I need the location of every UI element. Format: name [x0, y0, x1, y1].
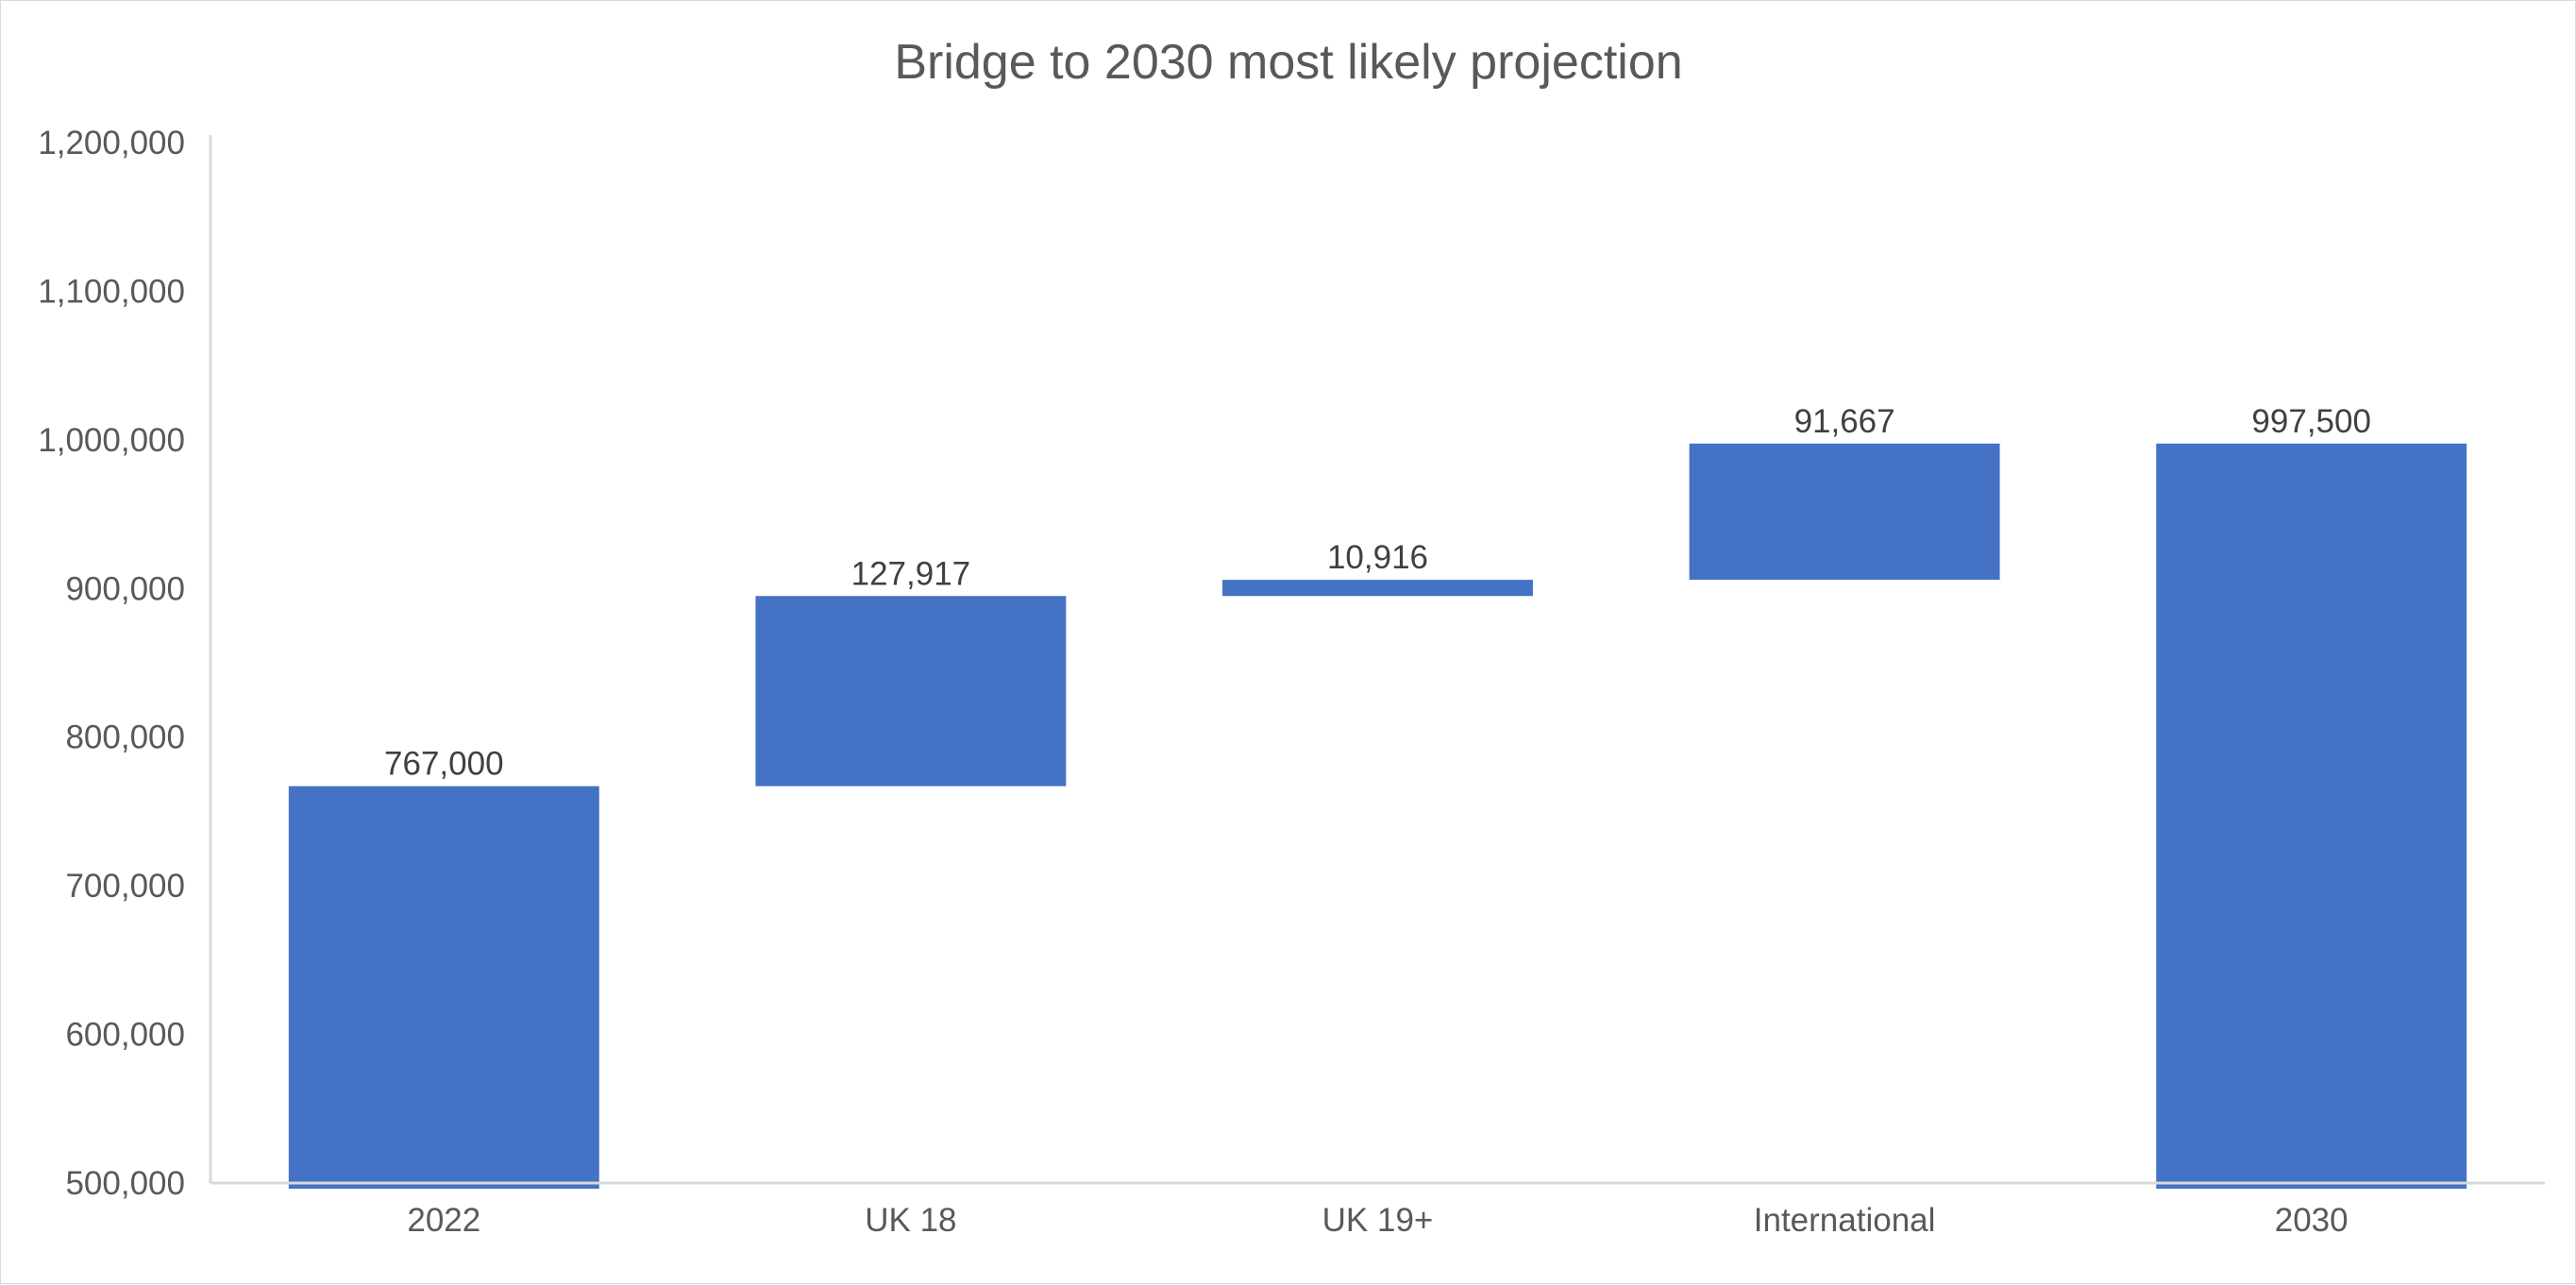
- y-axis: 500,000 600,000 700,000 800,000 900,000 1,000…: [38, 125, 212, 1202]
- y-tick-label: 1,000,000: [38, 422, 185, 459]
- bar-uk-18: [755, 596, 1067, 786]
- x-axis: 2022 UK 18 UK 19+ International 2030: [210, 1181, 2545, 1239]
- bar-2030: [2156, 443, 2467, 1189]
- x-tick-label: International: [1754, 1202, 1936, 1239]
- y-tick-label: 600,000: [65, 1017, 185, 1054]
- y-tick-label: 800,000: [65, 719, 185, 756]
- bar-2022: [288, 786, 599, 1189]
- bars: [288, 443, 2467, 1189]
- data-label: 997,500: [2251, 403, 2371, 440]
- x-tick-label: 2022: [407, 1202, 480, 1239]
- y-tick-label: 500,000: [65, 1165, 185, 1202]
- data-labels: 767,000 127,917 10,916 91,667 997,500: [384, 403, 2371, 783]
- data-label: 91,667: [1794, 403, 1895, 440]
- data-label: 767,000: [384, 746, 504, 783]
- data-label: 10,916: [1327, 539, 1428, 576]
- y-tick-label: 1,200,000: [38, 125, 185, 161]
- chart-title: Bridge to 2030 most likely projection: [894, 35, 1682, 90]
- x-tick-label: UK 19+: [1322, 1202, 1434, 1239]
- x-tick-label: 2030: [2275, 1202, 2349, 1239]
- y-tick-label: 1,100,000: [38, 273, 185, 310]
- x-tick-label: UK 18: [865, 1202, 956, 1239]
- y-tick-label: 900,000: [65, 570, 185, 607]
- y-tick-label: 700,000: [65, 868, 185, 905]
- data-label: 127,917: [851, 555, 971, 592]
- bar-international: [1689, 443, 2000, 581]
- bar-uk-19-: [1222, 580, 1533, 597]
